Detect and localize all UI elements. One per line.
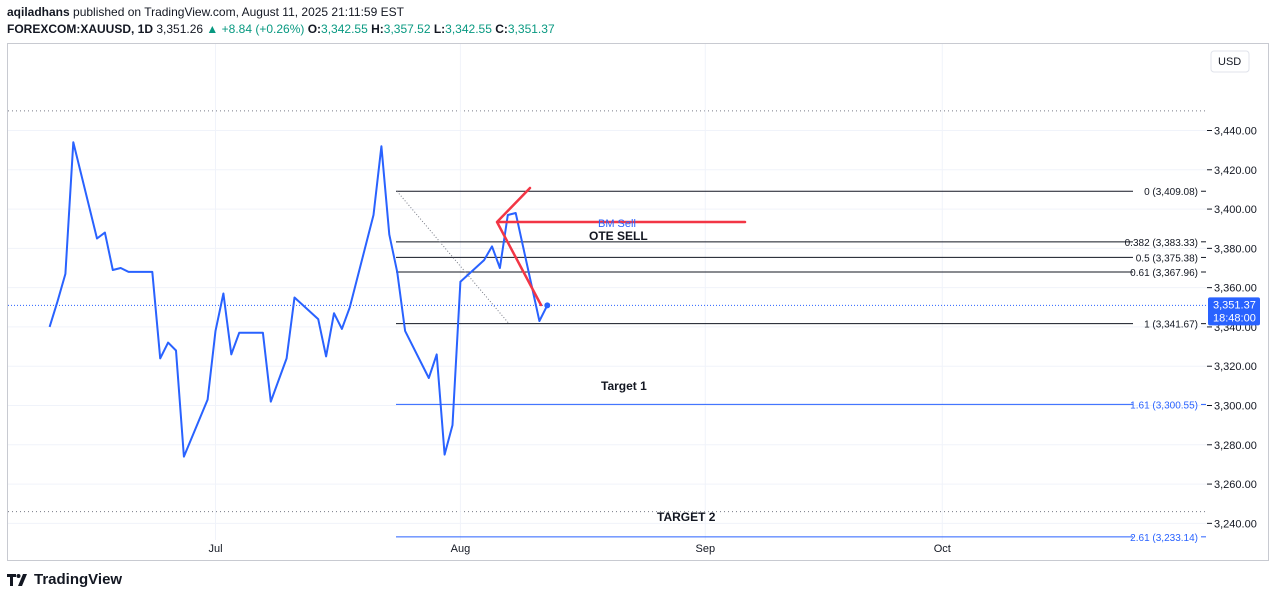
price-tick-label: 3,360.00	[1214, 283, 1257, 295]
high-label: H:	[371, 22, 384, 36]
publish-info: aqiladhans published on TradingView.com,…	[7, 5, 404, 19]
last-price-value: 3,351.37	[1213, 299, 1256, 311]
low-value: 3,342.55	[445, 22, 492, 36]
tradingview-logo[interactable]: TradingView	[7, 571, 122, 588]
target-1-label: Target 1	[601, 379, 647, 393]
price-tick-label: 3,300.00	[1214, 401, 1257, 413]
author-name[interactable]: aqiladhans	[7, 5, 70, 19]
fib-level-label: 1 (3,341.67)	[1144, 320, 1198, 331]
open-value: 3,342.55	[321, 22, 368, 36]
currency-button	[1210, 50, 1250, 73]
last-price-badge	[1208, 297, 1260, 326]
price-tick-label: 3,320.00	[1214, 361, 1257, 373]
bm-sell-label: BM Sell	[598, 218, 636, 230]
price-tick-label: 3,280.00	[1214, 440, 1257, 452]
tv-logo-icon	[7, 573, 27, 586]
price-tick-label: 3,260.00	[1214, 479, 1257, 491]
fib-level-label: 0.5 (3,375.38)	[1136, 253, 1198, 264]
time-scale: Jul Aug Sep Oct	[208, 543, 950, 555]
price-tick-label: 3,380.00	[1214, 243, 1257, 255]
chart-pane[interactable]	[7, 43, 1269, 561]
low-label: L:	[433, 22, 446, 36]
fib-extension-tool: 0 (3,409.08) 0.382 (3,383.33) 0.5 (3,375.3…	[396, 187, 1206, 544]
open-label: O:	[307, 22, 322, 36]
time-tick-label: Aug	[451, 543, 471, 555]
price-tick-label: 3,400.00	[1214, 204, 1257, 216]
countdown-value: 18:48:00	[1213, 312, 1256, 324]
close-label: C:	[495, 22, 508, 36]
chart-grid	[8, 44, 1207, 540]
bm-sell-pattern	[495, 186, 747, 307]
price-tick-label: 3,440.00	[1214, 126, 1257, 138]
fib-level-label: 1.61 (3,300.55)	[1130, 400, 1198, 411]
ote-sell-label: OTE SELL	[589, 229, 648, 243]
symbol-legend: FOREXCOM:XAUUSD, 1D 3,351.26 ▲ +8.84 (+0…	[7, 22, 555, 36]
currency-label: USD	[1218, 56, 1241, 68]
time-tick-label: Jul	[208, 543, 222, 555]
symbol-name[interactable]: FOREXCOM:XAUUSD, 1D	[7, 22, 154, 36]
fib-level-label: 0 (3,409.08)	[1144, 187, 1198, 198]
price-tick-label: 3,420.00	[1214, 165, 1257, 177]
pattern-drawing	[495, 186, 747, 307]
last-price: 3,351.26	[156, 22, 204, 36]
high-value: 3,357.52	[383, 22, 431, 36]
fib-trendline	[396, 190, 510, 324]
close-value: 3,351.37	[507, 22, 555, 36]
brand-name: TradingView	[34, 571, 123, 588]
fib-level-label: 0.382 (3,383.33)	[1125, 238, 1198, 249]
price-series	[8, 141, 1207, 458]
target-2-label: TARGET 2	[657, 510, 716, 524]
published-text: published on TradingView.com, August 11,…	[73, 5, 404, 19]
fib-level-label: 2.61 (3,233.14)	[1130, 533, 1198, 544]
price-change: ▲ +8.84 (+0.26%)	[206, 22, 305, 36]
price-scale: 3,440.00 3,420.00 3,400.00 3,380.00 3,360.00…	[1207, 50, 1260, 530]
time-tick-label: Sep	[696, 543, 716, 555]
price-tick-label: 3,240.00	[1214, 518, 1257, 530]
price-line	[48, 141, 549, 458]
time-tick-label: Oct	[934, 543, 951, 555]
last-price-dot	[544, 302, 551, 309]
fib-level-label: 0.61 (3,367.96)	[1130, 268, 1198, 279]
